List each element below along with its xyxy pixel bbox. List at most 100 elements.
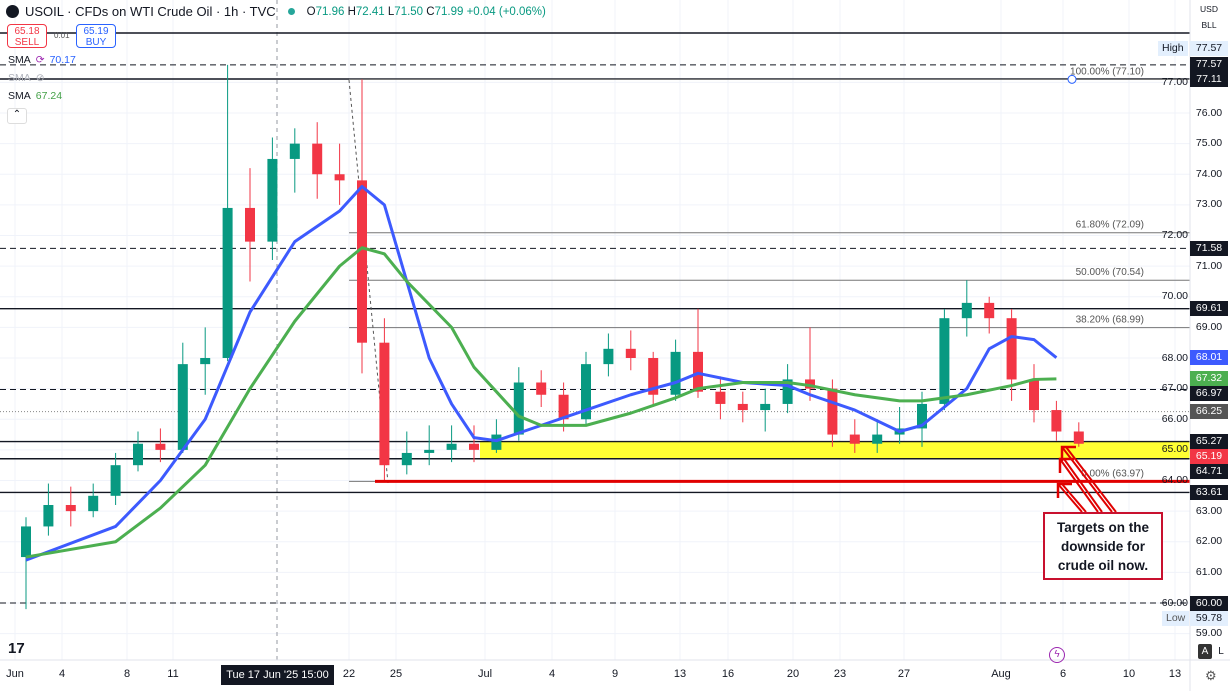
- level-price-tag: 66.25: [1190, 404, 1228, 420]
- time-tick-label: 9: [611, 668, 619, 680]
- candle-body: [65, 505, 76, 512]
- candle-body: [312, 143, 323, 175]
- candle-body: [917, 403, 927, 429]
- price-tick-label: 68.00: [1161, 351, 1188, 364]
- indicator-sma-2[interactable]: SMA ⊘: [8, 72, 45, 84]
- candle-body: [558, 394, 569, 420]
- spread-value: 0.01: [54, 31, 70, 40]
- sma-blue-price-tag: 68.01: [1190, 350, 1228, 366]
- level-price-tag: 77.57: [1190, 57, 1228, 73]
- candle-body: [289, 143, 300, 159]
- arrow-shaft: [1061, 483, 1087, 513]
- candle-body: [88, 495, 99, 512]
- time-tick-label: 4: [548, 668, 556, 680]
- candle-body: [849, 434, 860, 444]
- fib-level-label: 38.20% (68.99): [1076, 315, 1144, 326]
- loading-icon: ⟳: [35, 54, 45, 66]
- events-icon[interactable]: ϟ: [1049, 647, 1065, 663]
- log-scale-button[interactable]: L: [1218, 646, 1224, 657]
- time-tick-label: 6: [1059, 668, 1067, 680]
- arrow-head: [1060, 445, 1076, 461]
- indicator-sma-1[interactable]: SMA ⟳ 70.17: [8, 54, 76, 66]
- fib-handle: [1067, 74, 1077, 84]
- candle-body: [939, 318, 950, 404]
- time-tick-label: 27: [897, 668, 911, 680]
- indicator-sma-3[interactable]: SMA 67.24: [8, 90, 63, 102]
- sell-button[interactable]: 65.18 SELL: [7, 24, 47, 48]
- candle-body: [603, 348, 614, 365]
- collapse-legend-button[interactable]: ⌃: [7, 108, 27, 124]
- sma-line: [25, 246, 1057, 559]
- candle-body: [670, 351, 681, 395]
- price-tick-label: 60.00: [1161, 596, 1188, 609]
- symbol-title[interactable]: USOIL · CFDs on WTI Crude Oil · 1h · TVC: [25, 4, 276, 19]
- time-tick-label: 20: [786, 668, 800, 680]
- candle-body: [110, 465, 121, 496]
- unit-select[interactable]: BLL: [1201, 20, 1217, 30]
- level-price-tag: 65.27: [1190, 434, 1228, 450]
- price-tick-label: 63.00: [1195, 504, 1223, 517]
- candle-body: [1006, 318, 1017, 380]
- settings-gear-icon[interactable]: ⚙: [1205, 668, 1217, 683]
- candle-body: [334, 174, 345, 181]
- time-tick-label: 4: [58, 668, 66, 680]
- candle-body: [401, 452, 412, 466]
- candle-body: [827, 388, 838, 435]
- arrow-shaft: [1059, 458, 1099, 513]
- time-tick-label: 13: [1168, 668, 1182, 680]
- candle-body: [379, 342, 390, 466]
- price-tick-label: 66.00: [1161, 412, 1188, 425]
- fib-level-label: 61.80% (72.09): [1076, 220, 1144, 231]
- hidden-eye-icon[interactable]: ⊘: [35, 72, 45, 84]
- time-tick-label: 8: [123, 668, 131, 680]
- buy-button[interactable]: 65.19 BUY: [76, 24, 116, 48]
- time-tick-label: 25: [389, 668, 403, 680]
- price-tick-label: 74.00: [1195, 167, 1223, 180]
- fib-level-label: 0.00% (63.97): [1081, 468, 1144, 479]
- level-price-tag: 66.97: [1190, 386, 1228, 402]
- price-tick-label: 64.00: [1161, 474, 1188, 486]
- candle-body: [267, 158, 278, 242]
- arrow-head: [1058, 457, 1074, 473]
- candle-body: [737, 403, 748, 411]
- time-tick-label: Aug: [991, 668, 1011, 680]
- level-price-tag: 60.00: [1190, 595, 1228, 611]
- fib-level-label: 50.00% (70.54): [1076, 267, 1144, 278]
- arrow-shaft: [1057, 483, 1083, 513]
- annotation-box[interactable]: Targets on the downside for crude oil no…: [1043, 512, 1163, 580]
- time-tick-label: 16: [721, 668, 735, 680]
- price-tick-label: 65.00: [1161, 443, 1188, 456]
- candle-body: [155, 443, 166, 450]
- candle-body: [469, 443, 479, 450]
- oil-drop-icon: [6, 5, 19, 18]
- chart-header: USOIL · CFDs on WTI Crude Oil · 1h · TVC…: [6, 4, 546, 19]
- crosshair-time-label: Tue 17 Jun '25 15:00: [221, 665, 334, 685]
- tradingview-logo: 17: [8, 640, 25, 657]
- time-tick-label: 13: [673, 668, 687, 680]
- price-tick-label: 77.00: [1161, 75, 1188, 88]
- price-tick-label: 62.00: [1195, 535, 1223, 548]
- candle-body: [782, 379, 793, 404]
- candle-body: [446, 443, 457, 450]
- level-price-tag: 63.61: [1190, 484, 1228, 500]
- candle-body: [872, 434, 883, 444]
- auto-scale-button[interactable]: A: [1198, 644, 1212, 659]
- candle-body: [536, 382, 547, 395]
- price-tick-label: 59.00: [1195, 627, 1223, 640]
- candle-body: [760, 403, 771, 411]
- low-label: Low: [1162, 610, 1190, 626]
- currency-select[interactable]: USD: [1200, 4, 1218, 14]
- sma-line: [25, 185, 1058, 562]
- price-tick-label: 61.00: [1195, 565, 1223, 578]
- price-tick-label: 75.00: [1195, 137, 1223, 150]
- candle-body: [43, 505, 54, 527]
- candle-body: [200, 358, 211, 365]
- candle-body: [961, 302, 972, 319]
- candle-body: [357, 180, 367, 343]
- candle-body: [805, 379, 815, 389]
- candle-body: [21, 526, 31, 558]
- candle-body: [491, 434, 502, 450]
- price-tick-label: 71.00: [1195, 259, 1223, 272]
- time-tick-label: Jul: [477, 668, 493, 680]
